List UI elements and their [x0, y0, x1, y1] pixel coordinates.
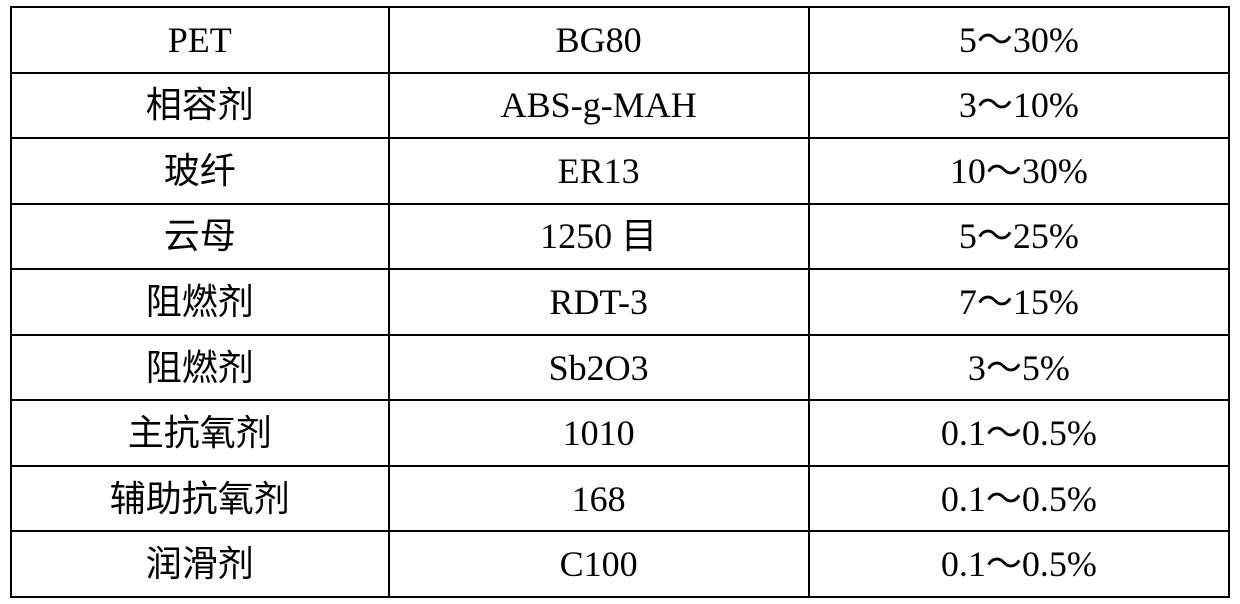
cell-pct: 3～5%	[809, 335, 1229, 401]
table-row: 辅助抗氧剂 168 0.1～0.5%	[11, 466, 1229, 532]
cell-spec: ER13	[389, 138, 809, 204]
cell-spec: 1250 目	[389, 204, 809, 270]
table-row: 云母 1250 目 5～25%	[11, 204, 1229, 270]
cell-component: 云母	[11, 204, 389, 270]
table-row: 相容剂 ABS-g-MAH 3～10%	[11, 73, 1229, 139]
cell-spec: 1010	[389, 400, 809, 466]
cell-spec: 168	[389, 466, 809, 532]
cell-spec: Sb2O3	[389, 335, 809, 401]
cell-pct: 0.1～0.5%	[809, 466, 1229, 532]
cell-spec: C100	[389, 531, 809, 597]
table-container: PET BG80 5～30% 相容剂 ABS-g-MAH 3～10% 玻纤 ER…	[0, 0, 1240, 604]
cell-pct: 5～30%	[809, 7, 1229, 73]
cell-component: 阻燃剂	[11, 335, 389, 401]
cell-pct: 0.1～0.5%	[809, 531, 1229, 597]
table-row: 玻纤 ER13 10～30%	[11, 138, 1229, 204]
table-row: 阻燃剂 RDT-3 7～15%	[11, 269, 1229, 335]
cell-component: 阻燃剂	[11, 269, 389, 335]
composition-table: PET BG80 5～30% 相容剂 ABS-g-MAH 3～10% 玻纤 ER…	[10, 6, 1230, 598]
cell-component: 辅助抗氧剂	[11, 466, 389, 532]
cell-pct: 5～25%	[809, 204, 1229, 270]
cell-pct: 7～15%	[809, 269, 1229, 335]
cell-component: 玻纤	[11, 138, 389, 204]
table-row: PET BG80 5～30%	[11, 7, 1229, 73]
table-row: 主抗氧剂 1010 0.1～0.5%	[11, 400, 1229, 466]
cell-spec: RDT-3	[389, 269, 809, 335]
cell-pct: 0.1～0.5%	[809, 400, 1229, 466]
table-row: 润滑剂 C100 0.1～0.5%	[11, 531, 1229, 597]
cell-component: PET	[11, 7, 389, 73]
table-row: 阻燃剂 Sb2O3 3～5%	[11, 335, 1229, 401]
cell-component: 主抗氧剂	[11, 400, 389, 466]
cell-component: 润滑剂	[11, 531, 389, 597]
cell-pct: 3～10%	[809, 73, 1229, 139]
cell-component: 相容剂	[11, 73, 389, 139]
cell-spec: ABS-g-MAH	[389, 73, 809, 139]
cell-pct: 10～30%	[809, 138, 1229, 204]
cell-spec: BG80	[389, 7, 809, 73]
